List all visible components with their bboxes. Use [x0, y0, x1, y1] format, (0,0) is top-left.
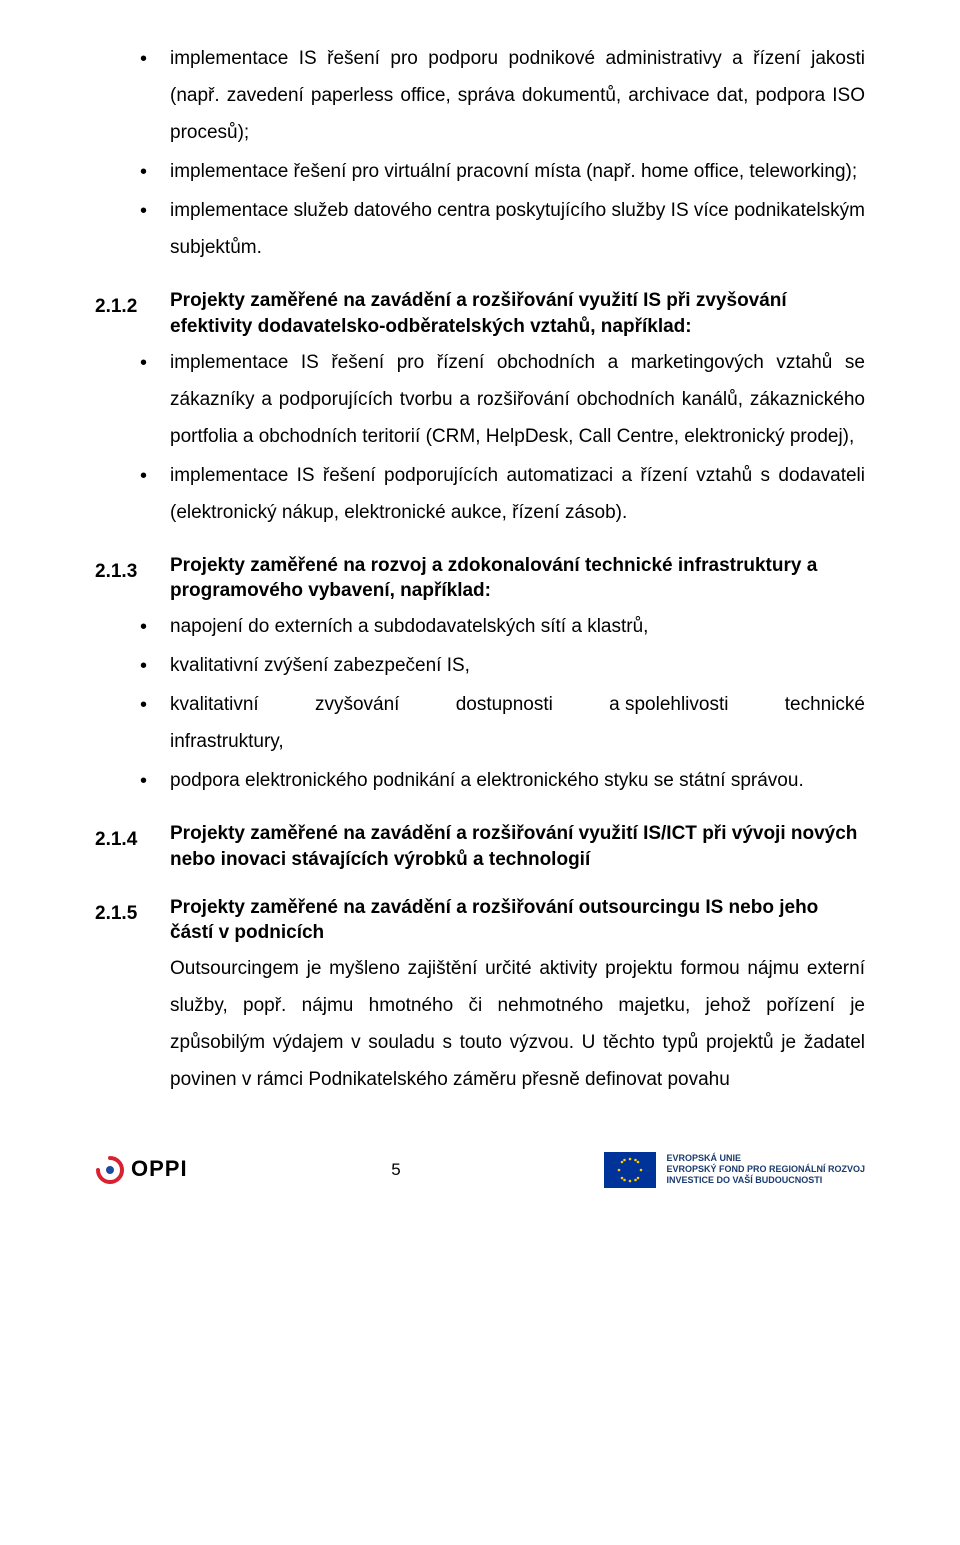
word: kvalitativní: [170, 686, 259, 723]
section-head: 2.1.4 Projekty zaměřené na zavádění a ro…: [95, 821, 865, 872]
section-title: Projekty zaměřené na zavádění a rozšiřov…: [170, 821, 865, 872]
oppi-text: OPPI: [131, 1148, 188, 1191]
section-bullet-list: napojení do externích a subdodavatelskýc…: [95, 608, 865, 799]
list-item: kvalitativní zvýšení zabezpečení IS,: [170, 647, 865, 684]
section-title: Projekty zaměřené na zavádění a rozšiřov…: [170, 288, 865, 339]
eu-text: EVROPSKÁ UNIE EVROPSKÝ FOND PRO REGIONÁL…: [666, 1153, 865, 1187]
word: technické: [785, 686, 865, 723]
section-number: 2.1.2: [95, 288, 170, 325]
list-item: podpora elektronického podnikání a elekt…: [170, 762, 865, 799]
section-number: 2.1.4: [95, 821, 170, 858]
section-2-1-4: 2.1.4 Projekty zaměřené na zavádění a ro…: [95, 821, 865, 872]
section-bullet-list: implementace IS řešení pro řízení obchod…: [95, 344, 865, 531]
list-item: napojení do externích a subdodavatelskýc…: [170, 608, 865, 645]
list-item: kvalitativní zvyšování dostupnosti a spo…: [170, 686, 865, 760]
section-body: Outsourcingem je myšleno zajištění určit…: [95, 950, 865, 1098]
list-item: implementace IS řešení pro podporu podni…: [170, 40, 865, 151]
word: dostupnosti: [456, 686, 553, 723]
section-title: Projekty zaměřené na zavádění a rozšiřov…: [170, 895, 865, 946]
page-footer: OPPI 5 EVROPSKÁ UNIE EVROPSKÝ FOND PRO R…: [95, 1148, 865, 1191]
section-number: 2.1.5: [95, 895, 170, 932]
intro-bullet-list: implementace IS řešení pro podporu podni…: [95, 40, 865, 266]
section-head: 2.1.2 Projekty zaměřené na zavádění a ro…: [95, 288, 865, 339]
section-head: 2.1.5 Projekty zaměřené na zavádění a ro…: [95, 895, 865, 946]
oppi-swirl-icon: [95, 1155, 125, 1185]
list-item: implementace IS řešení pro řízení obchod…: [170, 344, 865, 455]
eu-line: EVROPSKÝ FOND PRO REGIONÁLNÍ ROZVOJ: [666, 1164, 865, 1175]
eu-flag-icon: [604, 1152, 656, 1188]
eu-line: INVESTICE DO VAŠÍ BUDOUCNOSTI: [666, 1175, 865, 1186]
section-2-1-2: 2.1.2 Projekty zaměřené na zavádění a ro…: [95, 288, 865, 531]
section-head: 2.1.3 Projekty zaměřené na rozvoj a zdok…: [95, 553, 865, 604]
oppi-logo: OPPI: [95, 1148, 188, 1191]
eu-line: EVROPSKÁ UNIE: [666, 1153, 865, 1164]
word: zvyšování: [315, 686, 399, 723]
list-item: implementace řešení pro virtuální pracov…: [170, 153, 865, 190]
section-title: Projekty zaměřené na rozvoj a zdokonalov…: [170, 553, 865, 604]
page-number: 5: [391, 1153, 400, 1186]
word: a spolehlivosti: [609, 686, 728, 723]
list-item: implementace služeb datového centra posk…: [170, 192, 865, 266]
section-2-1-5: 2.1.5 Projekty zaměřené na zavádění a ro…: [95, 895, 865, 1098]
list-item: implementace IS řešení podporujících aut…: [170, 457, 865, 531]
word: infrastruktury,: [170, 731, 284, 752]
eu-logo: EVROPSKÁ UNIE EVROPSKÝ FOND PRO REGIONÁL…: [604, 1152, 865, 1188]
section-number: 2.1.3: [95, 553, 170, 590]
section-2-1-3: 2.1.3 Projekty zaměřené na rozvoj a zdok…: [95, 553, 865, 800]
